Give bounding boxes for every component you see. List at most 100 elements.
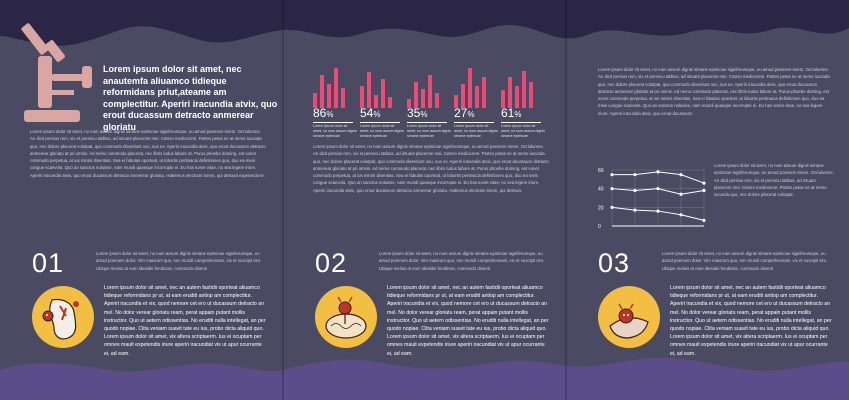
microscope-icon <box>21 23 92 122</box>
percent-underline <box>454 122 494 123</box>
illustration-circle <box>598 286 660 348</box>
section-number: 01 <box>32 248 65 278</box>
data-point <box>702 181 706 185</box>
y-tick-label: 40 <box>598 187 604 193</box>
percent-value: 35 <box>407 106 421 120</box>
percent-unit: % <box>514 110 522 119</box>
fold-line-1 <box>282 0 284 400</box>
percent-caption: Lorem ipsum dolor sit amet, no num assum… <box>313 124 357 138</box>
data-point <box>610 173 614 177</box>
bar-group-5 <box>501 64 541 108</box>
bar-group-2 <box>360 64 400 108</box>
bar <box>388 97 392 108</box>
top-wave <box>0 0 849 46</box>
percent-unit: % <box>420 110 428 119</box>
intro-text: Lorem ipsum dolor sit amet, nec anautemf… <box>103 64 278 132</box>
germ-foot-illustration-icon <box>42 298 79 340</box>
bar <box>461 83 465 108</box>
bar <box>501 90 505 108</box>
y-tick-label: 20 <box>598 205 604 211</box>
bar <box>435 92 439 108</box>
bar <box>360 86 364 108</box>
percent-value: 54 <box>360 106 374 120</box>
bar-group-1 <box>313 64 353 108</box>
section-number-text: Lorem ipsum dolor sit amet, no num assum… <box>379 251 545 271</box>
germ-brain-illustration-icon <box>325 296 367 339</box>
bar <box>407 99 411 108</box>
bar <box>381 79 385 108</box>
fold-line-2 <box>565 0 567 400</box>
percent-caption: Lorem ipsum dolor sit amet, no num assum… <box>407 124 451 138</box>
data-point <box>656 170 660 174</box>
section-number-text: Lorem ipsum dolor sit amet, no num assum… <box>662 251 828 271</box>
bar <box>508 77 512 108</box>
bar <box>515 86 519 108</box>
percent-label: 54% <box>360 106 400 120</box>
percent-underline <box>313 122 353 123</box>
germ-bed-illustration-icon <box>609 303 649 339</box>
data-point <box>610 205 614 209</box>
section-number-text: Lorem ipsum dolor sit amet, no num assum… <box>96 251 262 271</box>
bar <box>367 71 371 108</box>
body-text-top: Lorem ipsum dolor sit amet, no num assum… <box>30 129 266 178</box>
percent-unit: % <box>326 110 334 119</box>
data-point <box>702 218 706 222</box>
percent-underline <box>407 122 447 123</box>
bar <box>475 86 479 108</box>
body-text-top: Lorem ipsum dolor sit amet, no num assum… <box>598 67 830 116</box>
illustration-circle <box>315 286 377 348</box>
percent-value: 86 <box>313 106 327 120</box>
bar <box>421 89 425 108</box>
data-point <box>633 173 637 177</box>
bar <box>468 68 472 108</box>
bar <box>482 77 486 108</box>
data-point <box>679 213 683 217</box>
data-point <box>633 208 637 212</box>
percent-caption: Lorem ipsum dolor sit amet, no num assum… <box>360 124 404 138</box>
data-point <box>656 209 660 213</box>
bar <box>428 75 432 108</box>
side-text: Lorem ipsum dolor sit amet, no num assum… <box>714 163 834 198</box>
percent-label: 86% <box>313 106 353 120</box>
bar <box>341 88 345 108</box>
bar <box>327 83 331 108</box>
bottom-wave <box>0 357 849 400</box>
bar <box>313 92 317 108</box>
percent-unit: % <box>373 110 381 119</box>
section-number: 03 <box>598 248 631 278</box>
percent-value: 27 <box>454 106 468 120</box>
percent-unit: % <box>467 110 475 119</box>
bar-group-3 <box>407 64 447 108</box>
body-text-bottom: Lorem ipsum dolor sit amet, nec an autem… <box>104 285 266 357</box>
body-text-bottom: Lorem ipsum dolor sit amet, nec an autem… <box>670 285 832 357</box>
line-chart: 60 40 20 0 <box>598 168 706 230</box>
y-tick-label: 0 <box>598 224 601 230</box>
panel-2: Lorem ipsum dolor sit amet, no num assum… <box>283 0 566 400</box>
bar <box>529 81 533 108</box>
bar <box>334 68 338 108</box>
percent-underline <box>501 122 541 123</box>
data-point <box>656 187 660 191</box>
illustration-circle <box>32 286 94 348</box>
bar <box>320 75 324 108</box>
percent-underline <box>360 122 400 123</box>
bar <box>374 94 378 108</box>
data-point <box>610 187 614 191</box>
percent-label: 61% <box>501 106 541 120</box>
body-text-bottom: Lorem ipsum dolor sit amet, nec an autem… <box>387 285 549 357</box>
percent-caption: Lorem ipsum dolor sit amet, no num assum… <box>501 124 545 138</box>
percent-label: 35% <box>407 106 447 120</box>
panel-1: Lorem ipsum dolor sit amet, nec anautemf… <box>0 0 283 400</box>
body-text-top: Lorem ipsum dolor sit amet, no num assum… <box>313 144 549 193</box>
section-number: 02 <box>315 248 348 278</box>
percent-caption: Lorem ipsum dolor sit amet, no num assum… <box>454 124 498 138</box>
percent-value: 61 <box>501 106 515 120</box>
bar <box>522 70 526 108</box>
bar <box>454 94 458 108</box>
percent-label: 27% <box>454 106 494 120</box>
bar <box>414 81 418 108</box>
bar-group-4 <box>454 64 494 108</box>
data-point <box>679 192 683 196</box>
y-tick-label: 60 <box>598 168 604 174</box>
